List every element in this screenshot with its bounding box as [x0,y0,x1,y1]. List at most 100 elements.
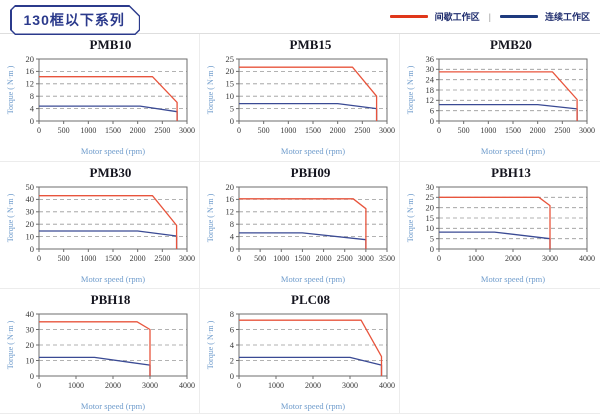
chart-pbh18: 0 10 20 30 40 0 1000 2000 3000 4000 Motor speed (r… [6,309,195,411]
x-tick-label: 1500 [305,126,321,135]
x-tick-label: 500 [57,126,69,135]
x-tick-label: 500 [458,126,470,135]
chart-cell-pbh18: PBH18 0 10 20 30 40 0 1000 2000 3000 4000 Motor spe… [0,289,200,414]
y-tick-label: 0 [430,116,434,126]
chart-plc08: 0 2 4 6 8 0 1000 2000 3000 4000 Motor speed (rpm) T… [206,309,395,411]
chart-cell-pbh13: PBH13 0 5 10 15 20 25 30 0 1000 2000 3000 4000 Motor … [400,162,600,289]
x-axis-label: Motor speed (rpm) [80,401,144,411]
x-tick-label: 0 [37,126,41,135]
y-tick-label: 15 [225,79,234,89]
y-tick-label: 0 [229,244,233,254]
y-tick-label: 8 [29,91,33,101]
y-tick-label: 6 [430,105,434,115]
y-tick-label: 4 [229,231,234,241]
plot-border [238,58,387,122]
y-tick-label: 0 [229,371,233,381]
y-tick-label: 6 [229,324,233,334]
x-axis-label: Motor speed (rpm) [280,274,344,284]
x-tick-label: 1500 [105,126,121,135]
continuous-line [238,102,377,121]
y-tick-label: 30 [25,207,34,217]
y-tick-label: 8 [229,309,233,319]
chart-cell-pmb20: PMB20 0 6 12 18 24 30 36 0 500 1000 1500 2000 2500 300… [400,34,600,162]
x-tick-label: 2500 [354,126,370,135]
x-axis-label: Motor speed (rpm) [80,146,144,156]
x-tick-label: 3000 [357,254,373,263]
y-tick-label: 30 [426,64,435,74]
chart-title: PMB20 [490,37,532,52]
intermittent-line [38,76,178,121]
x-tick-label: 1000 [68,381,84,390]
continuous-line [238,232,367,249]
y-axis-label: Torque ( N·m ) [206,65,215,114]
x-axis-label: Motor speed (rpm) [80,274,144,284]
x-tick-label: 500 [254,254,266,263]
chart-title: PBH09 [290,165,331,180]
x-tick-label: 2500 [554,126,570,135]
y-tick-label: 10 [25,355,34,365]
y-tick-label: 12 [426,95,435,105]
series-title-box: 130框以下系列 [10,5,140,35]
intermittent-line [238,198,367,249]
x-tick-label: 2500 [336,254,352,263]
x-tick-label: 4000 [379,381,395,390]
y-tick-label: 20 [25,54,34,64]
x-tick-label: 3000 [179,126,195,135]
continuous-line [38,105,178,121]
y-axis-label: Torque ( N·m ) [406,193,415,242]
legend-separator: | [488,11,491,22]
y-tick-label: 5 [430,233,434,243]
intermittent-line [38,195,177,249]
continuous-zone-swatch [499,15,538,18]
y-tick-label: 36 [426,54,435,64]
y-tick-label: 4 [229,340,234,350]
x-tick-label: 1000 [468,254,484,263]
y-tick-label: 25 [426,192,435,202]
x-tick-label: 0 [237,381,241,390]
x-tick-label: 3000 [579,126,595,135]
intermittent-line [439,71,578,121]
y-axis-label: Torque ( N·m ) [6,193,15,242]
x-tick-label: 2000 [129,254,145,263]
x-tick-label: 3000 [179,254,195,263]
page-title: 130框以下系列 [12,7,139,34]
chart-title: PMB10 [89,37,132,52]
x-tick-label: 0 [237,126,241,135]
x-axis-label: Motor speed (rpm) [481,146,545,156]
y-tick-label: 20 [426,202,435,212]
x-tick-label: 2000 [505,254,521,263]
chart-title: PLC08 [291,292,330,307]
continuous-zone-label: 连续工作区 [544,12,590,22]
y-tick-label: 12 [225,207,234,217]
x-tick-label: 500 [257,126,269,135]
intermittent-line [238,319,382,376]
x-tick-label: 1000 [268,381,284,390]
x-tick-label: 2500 [154,254,170,263]
y-tick-label: 30 [426,182,435,192]
chart-cell-pbh09: PBH09 0 4 8 12 16 20 0 500 1000 1500 2000 2500 3000 35… [200,162,400,289]
intermittent-line [439,196,551,249]
x-tick-label: 1000 [80,254,96,263]
y-tick-label: 0 [29,371,33,381]
x-tick-label: 2000 [305,381,321,390]
chart-title: PBH13 [491,165,531,180]
intermittent-line [238,66,377,121]
y-axis-label: Torque ( N·m ) [206,193,215,242]
y-tick-label: 10 [25,231,34,241]
x-tick-label: 3000 [379,126,395,135]
y-tick-label: 24 [426,74,435,84]
chart-pmb15: 0 5 10 15 20 25 0 500 1000 1500 2000 2500 3000 Motor … [206,54,395,156]
x-tick-label: 1000 [480,126,496,135]
x-tick-label: 0 [437,254,441,263]
x-tick-label: 1000 [80,126,96,135]
chart-cell-pmb30: PMB30 0 10 20 30 40 50 0 500 1000 1500 2000 2500 3000… [0,162,200,289]
y-tick-label: 16 [225,194,234,204]
x-tick-label: 3000 [542,254,558,263]
x-axis-label: Motor speed (rpm) [280,401,344,411]
y-tick-label: 10 [426,223,435,233]
y-tick-label: 20 [25,340,34,350]
x-tick-label: 2000 [329,126,345,135]
